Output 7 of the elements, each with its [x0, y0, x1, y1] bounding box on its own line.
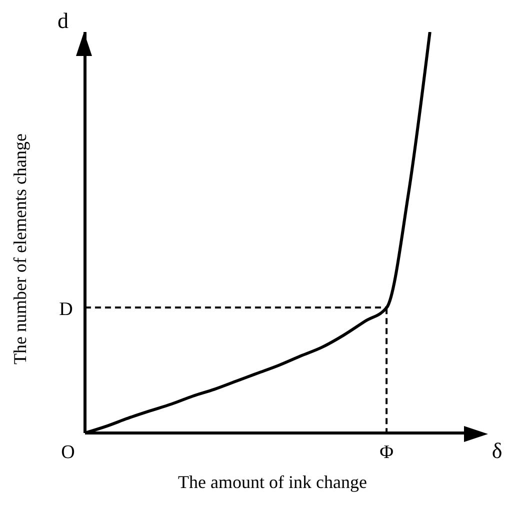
- x-axis-title: The amount of ink change: [178, 472, 367, 492]
- text: O: [61, 442, 75, 463]
- y-axis-title: The number of elements change: [10, 134, 30, 364]
- text: δ: [492, 438, 502, 463]
- text: D: [59, 299, 73, 320]
- text: d: [58, 8, 68, 33]
- text: Φ: [380, 442, 394, 463]
